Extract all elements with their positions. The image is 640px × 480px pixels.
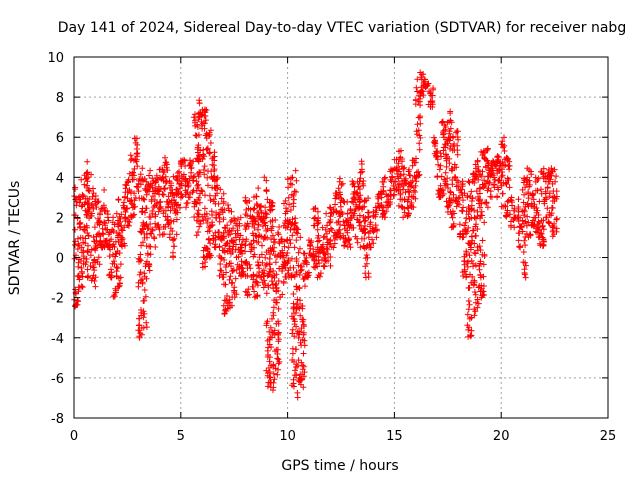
x-tick-label: 15 <box>386 429 403 444</box>
chart-title: Day 141 of 2024, Sidereal Day-to-day VTE… <box>58 20 626 36</box>
x-tick-label: 20 <box>493 429 510 444</box>
x-tick-label: 25 <box>600 429 617 444</box>
axis-ticks: 0 5 10 15 20 25 -8 -6 -4 -2 0 2 4 6 8 10 <box>47 51 616 444</box>
grid-lines <box>74 57 608 418</box>
y-tick-label: 4 <box>56 171 64 186</box>
y-tick-label: 6 <box>56 131 64 146</box>
y-tick-label: 8 <box>56 91 64 106</box>
y-tick-label: 0 <box>56 252 64 267</box>
y-tick-label: -4 <box>51 332 64 347</box>
x-tick-label: 10 <box>279 429 296 444</box>
y-axis-label: SDTVAR / TECUs <box>7 181 23 296</box>
y-tick-label: -6 <box>51 372 64 387</box>
y-tick-label: -2 <box>51 292 64 307</box>
plot-frame <box>73 56 609 419</box>
x-tick-label: 0 <box>70 429 78 444</box>
sdtvar-points <box>71 69 560 401</box>
x-tick-label: 5 <box>177 429 185 444</box>
data-points <box>71 69 560 401</box>
x-axis-label: GPS time / hours <box>281 458 398 474</box>
y-tick-label: 2 <box>56 211 64 226</box>
y-tick-label: 10 <box>47 51 64 66</box>
y-tick-label: -8 <box>51 412 64 427</box>
